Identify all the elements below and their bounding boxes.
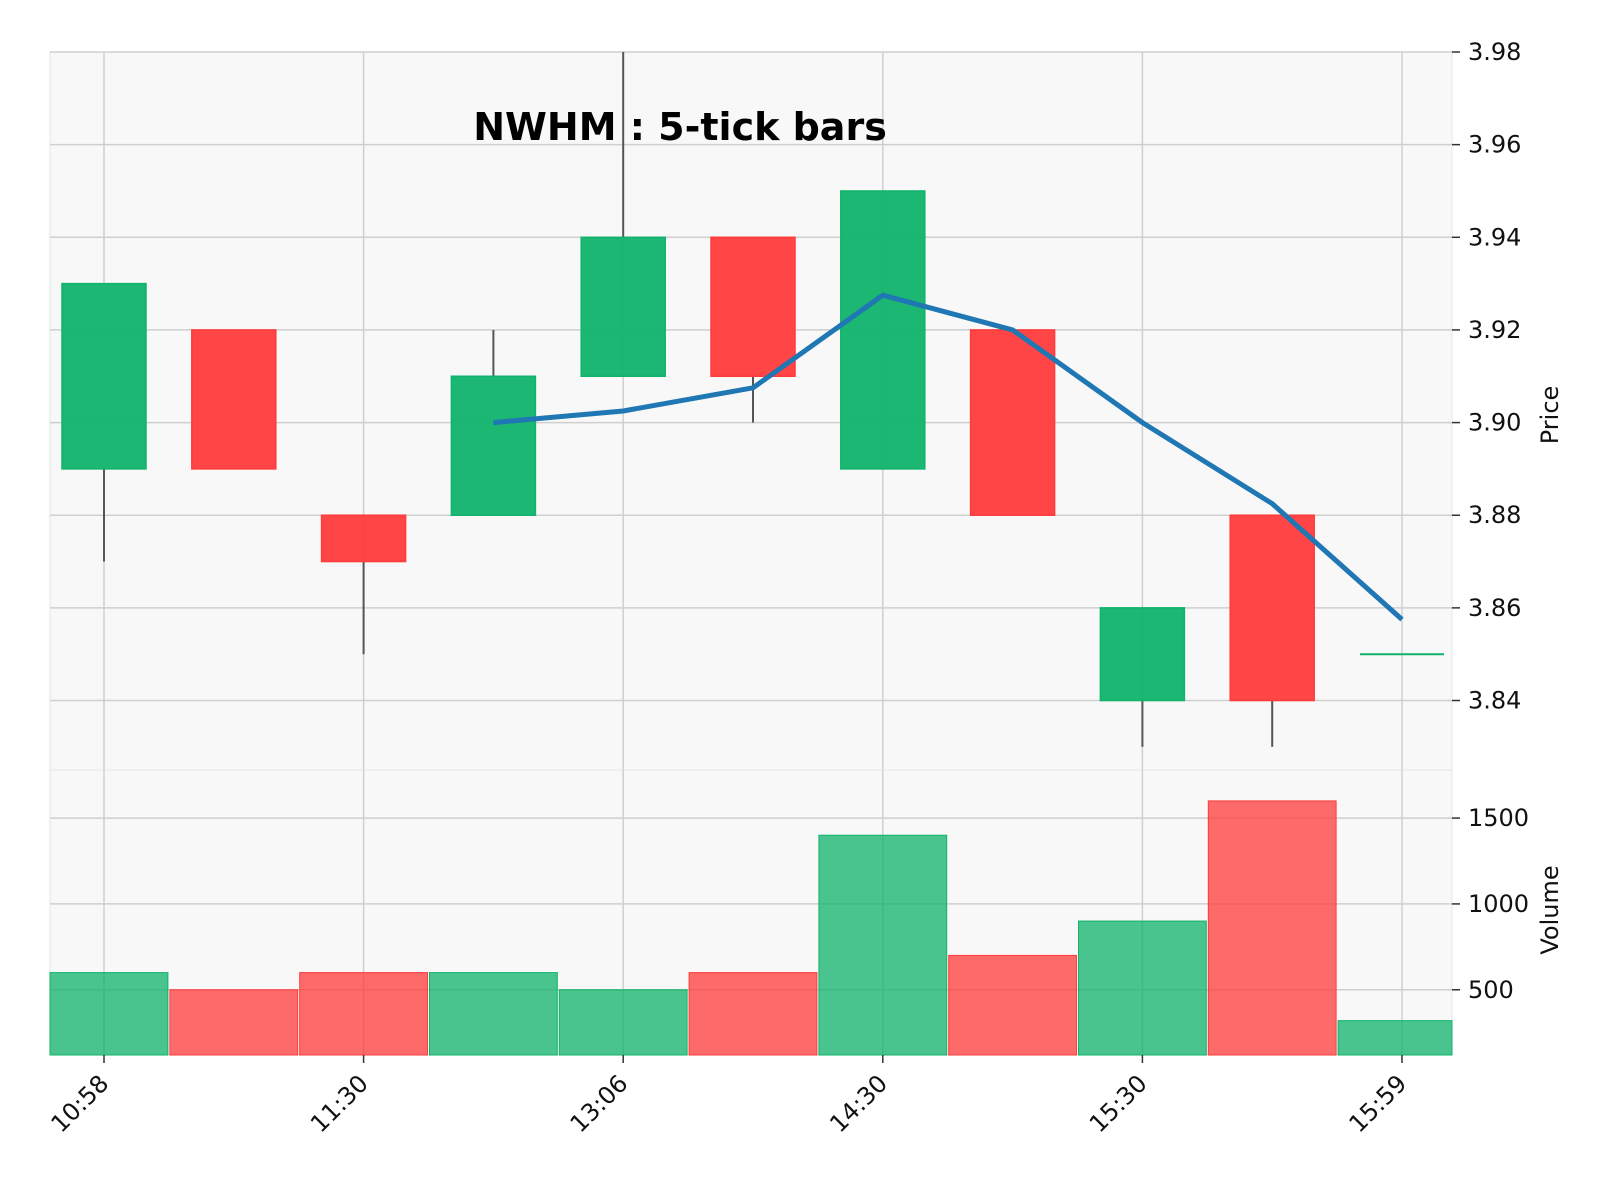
price-panel-background (49, 51, 1453, 771)
volume-bar-down (1207, 800, 1337, 1056)
candle-body-down (320, 514, 407, 563)
volume-bar-up (818, 834, 948, 1056)
price-axis-title: Price (1536, 386, 1564, 445)
candle-body-up (61, 282, 147, 470)
x-tick-label: 14:30 (824, 1069, 893, 1138)
candle-body-up (450, 375, 537, 516)
volume-bar-up (429, 972, 558, 1056)
volume-bar-up (49, 972, 169, 1056)
volume-bar-up (558, 989, 688, 1056)
x-tick-label: 13:06 (565, 1069, 634, 1138)
candle-body-up (580, 236, 666, 378)
price-panel: 3.84 3.86 3.88 3.90 3.92 3.94 3.96 3.98 (49, 38, 1521, 771)
volume-bar-up (1078, 920, 1207, 1056)
volume-tick-label: 1000 (1468, 890, 1529, 918)
candle-body-down (710, 236, 796, 378)
x-tick-label: 11:30 (305, 1069, 374, 1138)
candle-body-up (840, 190, 926, 470)
candle-body-down (191, 329, 277, 470)
price-tick-label: 3.86 (1468, 594, 1521, 622)
volume-tick-label: 500 (1468, 976, 1514, 1004)
price-tick-label: 3.84 (1468, 687, 1521, 715)
volume-bar-down (688, 972, 818, 1056)
x-tick-label: 10:58 (46, 1069, 115, 1138)
x-axis: 10:58 11:30 13:06 14:30 15:30 15:59 (46, 1055, 1413, 1138)
price-tick-label: 3.90 (1468, 409, 1521, 437)
price-tick-label: 3.96 (1468, 131, 1521, 159)
price-tick-label: 3.92 (1468, 316, 1521, 344)
candle-body-up (1099, 607, 1186, 702)
price-tick-label: 3.94 (1468, 223, 1521, 251)
moving-average-line (493, 292, 1404, 622)
volume-bar-up (1337, 1020, 1453, 1056)
chart-title: NWHM : 5-tick bars (473, 105, 887, 149)
volume-bar-down (299, 972, 429, 1056)
volume-bar-down (169, 989, 299, 1056)
x-tick-label: 15:59 (1344, 1069, 1413, 1138)
volume-bar-down (948, 954, 1078, 1056)
price-tick-label: 3.88 (1468, 501, 1521, 529)
volume-axis-title: Volume (1536, 865, 1564, 954)
volume-tick-label: 1500 (1468, 804, 1529, 832)
candle-body-down (1229, 514, 1315, 702)
candle-body-down (969, 329, 1056, 516)
price-tick-label: 3.98 (1468, 38, 1521, 66)
volume-panel: 500 1000 1500 (49, 769, 1529, 1056)
x-tick-label: 15:30 (1084, 1069, 1153, 1138)
